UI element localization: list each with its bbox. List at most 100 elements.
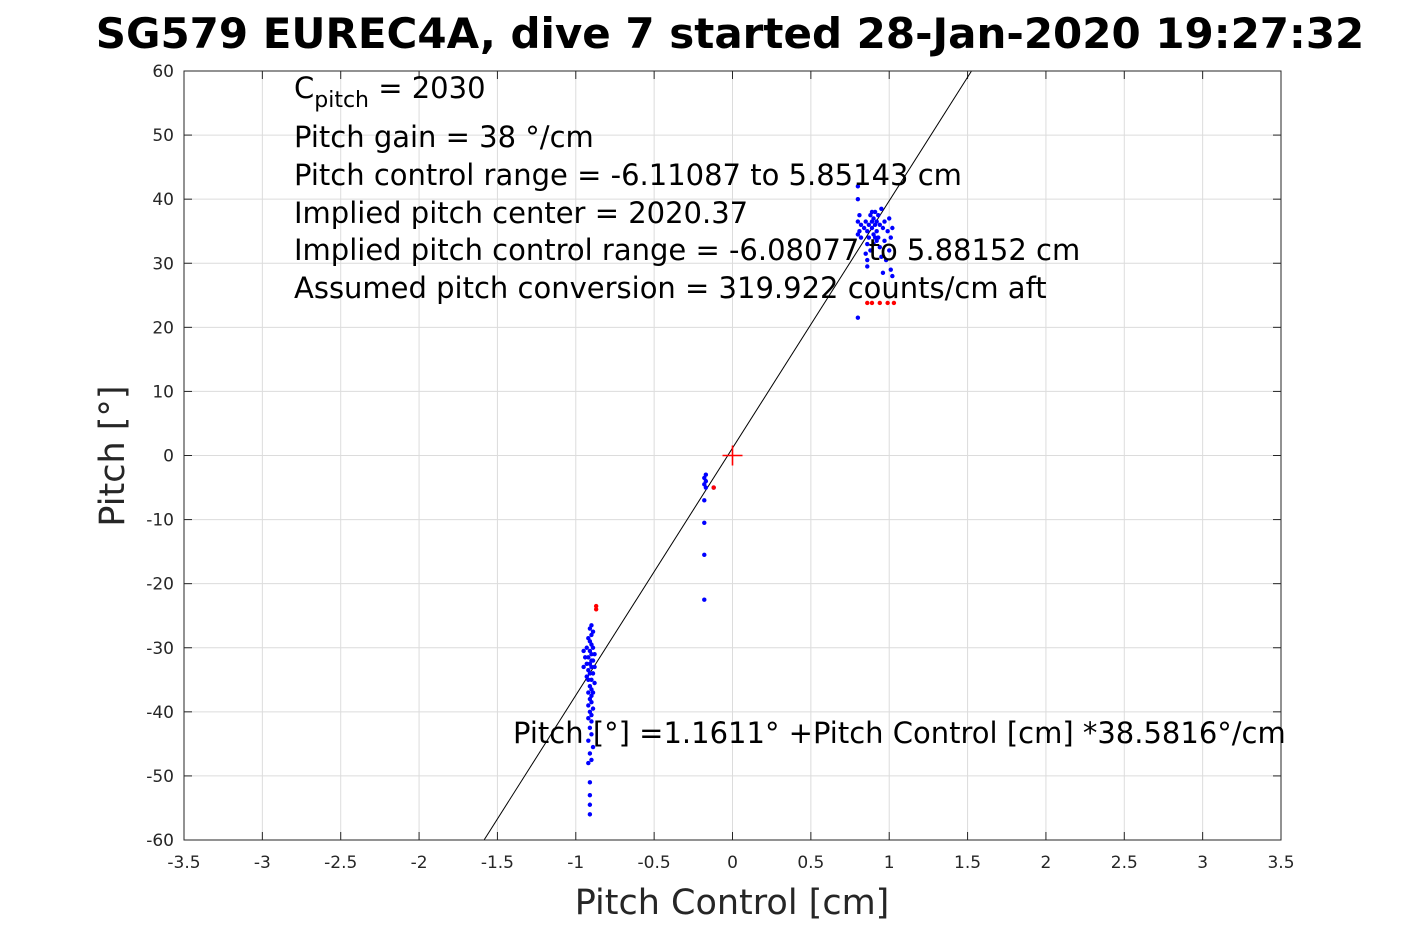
data-point <box>589 719 594 724</box>
data-point <box>702 520 707 525</box>
data-point <box>887 248 892 253</box>
data-point <box>888 235 893 240</box>
data-point <box>858 222 864 227</box>
x-tick-label: 0 <box>727 853 738 873</box>
data-point <box>584 645 589 650</box>
y-tick-label: -60 <box>146 831 174 851</box>
data-point <box>890 273 895 279</box>
data-point <box>592 651 597 657</box>
data-point <box>890 225 895 231</box>
data-point <box>587 792 593 798</box>
x-tick-label: -3 <box>254 853 271 873</box>
y-tick-label: -20 <box>146 575 174 595</box>
data-point <box>863 251 868 256</box>
y-tick-label: 40 <box>152 190 174 210</box>
data-point <box>865 257 870 263</box>
cpitch-symbol: C <box>294 71 314 105</box>
assumed-pitch-conversion-annotation: Assumed pitch conversion = 319.922 count… <box>294 271 1047 305</box>
data-point <box>586 677 591 682</box>
pitch-gain-annotation: Pitch gain = 38 °/cm <box>294 120 594 154</box>
data-point <box>586 703 591 708</box>
data-point <box>582 655 588 660</box>
x-tick-label: -2.5 <box>324 853 357 873</box>
data-point <box>868 248 873 253</box>
x-axis-label: Pitch Control [cm] <box>575 883 890 923</box>
data-point <box>876 212 881 218</box>
annotation-block: Cpitch = 2030 Pitch gain = 38 °/cm Pitch… <box>294 71 1080 305</box>
data-point <box>857 212 862 218</box>
x-tick-label: 2 <box>1041 853 1052 873</box>
data-point <box>586 690 591 695</box>
y-tick-label: 60 <box>152 62 174 82</box>
x-tick-label: -0.5 <box>638 853 671 873</box>
data-point <box>865 300 870 306</box>
y-tick-label: 10 <box>152 382 174 402</box>
data-point <box>865 264 870 269</box>
data-point <box>880 225 886 231</box>
data-point <box>703 485 709 490</box>
data-point <box>711 485 716 490</box>
y-tick-label: -10 <box>146 511 174 531</box>
y-tick-label: -30 <box>146 639 174 659</box>
axis-ticks <box>183 70 1282 841</box>
data-point <box>869 300 875 306</box>
y-tick-label: 30 <box>152 254 174 274</box>
data-point <box>592 680 597 686</box>
data-point <box>876 235 881 240</box>
data-point <box>581 664 586 670</box>
cpitch-value: = 2030 <box>369 71 486 105</box>
data-point <box>587 626 593 631</box>
x-tick-label: 0.5 <box>797 853 824 873</box>
y-tick-labels: -60 -50 -40 -30 -20 -10 0 10 20 30 40 50 60 <box>146 62 174 851</box>
data-point <box>869 225 875 231</box>
data-point <box>885 300 890 306</box>
x-tick-labels: -3.5 -3 -2.5 -2 -1.5 -1 -0.5 0 0.5 1 1.5 2 2.5 3 3.5 <box>167 853 1294 873</box>
x-tick-label: -1 <box>567 853 584 873</box>
y-tick-label: -50 <box>146 767 174 787</box>
y-tick-label: 0 <box>163 447 174 467</box>
data-point <box>587 802 593 807</box>
data-point <box>589 700 594 705</box>
x-tick-label: 3.5 <box>1267 853 1294 873</box>
data-point <box>882 238 887 244</box>
data-point <box>581 648 586 654</box>
data-point <box>891 300 897 306</box>
data-point <box>590 706 596 711</box>
chart-title: SG579 EUREC4A, dive 7 started 28-Jan-202… <box>96 9 1365 58</box>
x-tick-label: -2 <box>411 853 428 873</box>
data-point <box>887 216 892 221</box>
data-point <box>586 655 591 660</box>
data-points <box>581 184 897 817</box>
fit-equation-annotation: Pitch [°] =1.1611° +Pitch Control [cm] *… <box>513 716 1286 750</box>
data-point <box>587 671 593 676</box>
center-marker-group <box>722 445 743 466</box>
data-point <box>883 257 889 263</box>
cpitch-annotation: Cpitch = 2030 <box>294 71 486 113</box>
data-point <box>702 498 707 503</box>
data-point <box>865 229 870 234</box>
data-point <box>593 603 599 609</box>
data-point <box>592 664 597 670</box>
data-point <box>882 219 887 224</box>
data-point <box>702 552 707 558</box>
y-axis-label: Pitch [°] <box>93 385 133 526</box>
data-point <box>877 222 883 227</box>
data-point <box>863 219 868 224</box>
data-point <box>858 235 864 240</box>
data-point <box>874 219 879 224</box>
data-point <box>855 232 861 237</box>
data-point <box>879 254 884 260</box>
data-point <box>872 209 878 215</box>
data-point <box>586 760 591 766</box>
y-tick-label: 20 <box>152 318 174 338</box>
data-point <box>855 184 861 189</box>
x-tick-label: 1 <box>884 853 895 873</box>
plot-frame <box>183 70 1282 841</box>
data-point <box>589 664 594 670</box>
data-point <box>584 661 589 666</box>
x-tick-label: -1.5 <box>481 853 514 873</box>
data-point <box>877 300 883 306</box>
data-point <box>879 206 884 211</box>
implied-pitch-center-annotation: Implied pitch center = 2020.37 <box>294 196 748 230</box>
